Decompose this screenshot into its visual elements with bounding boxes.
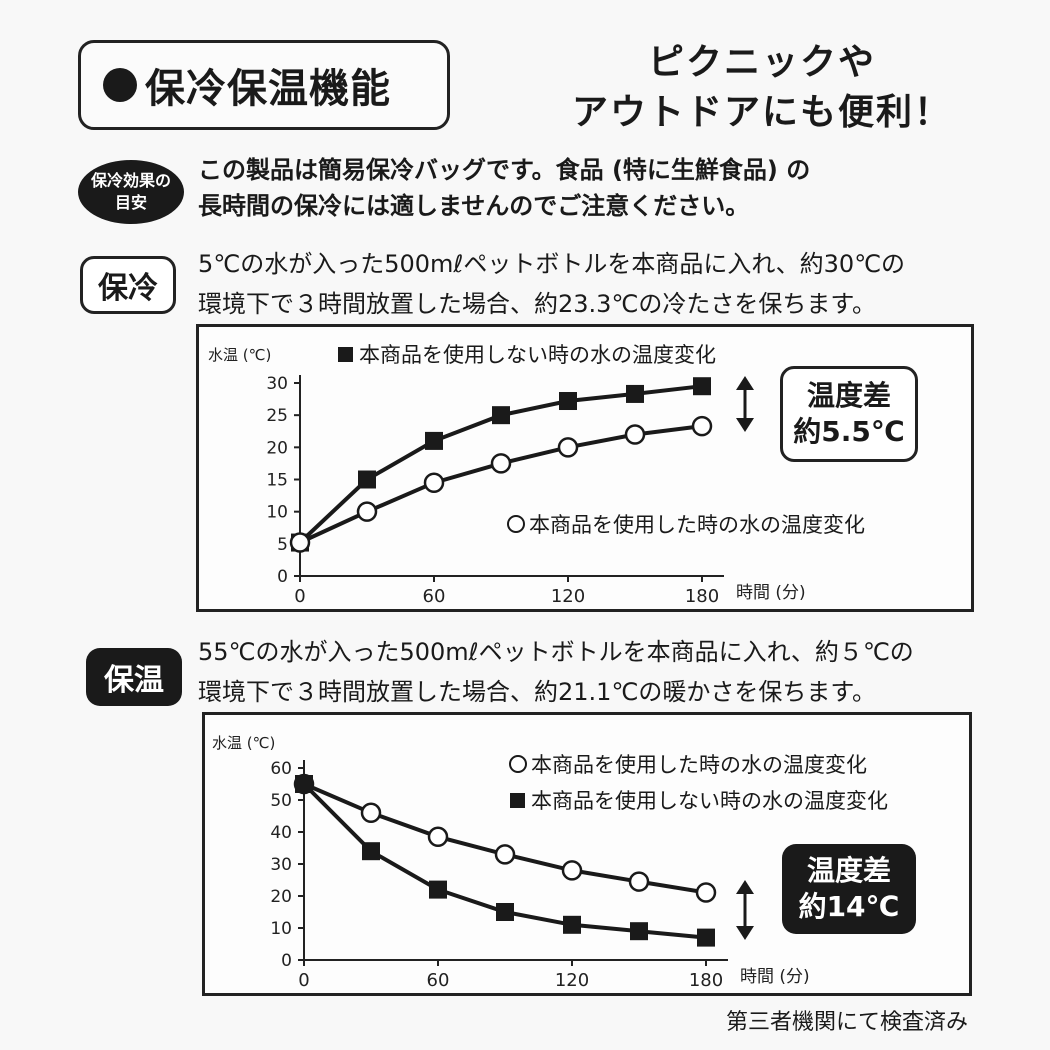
warm-chart-y-tick-label: 60 bbox=[270, 759, 292, 779]
effect-guide-badge-line-2: 目安 bbox=[114, 193, 147, 212]
cold-chart-series-1-point bbox=[425, 431, 443, 450]
effect-guide-badge: 保冷効果の 目安 bbox=[78, 160, 184, 224]
warm-chart-series-1-point bbox=[695, 882, 717, 903]
cold-description: 5℃の水が入った500mℓペットボトルを本商品に入れ、約30℃の 環境下で３時間… bbox=[198, 244, 978, 324]
warm-chart-series-1-point bbox=[360, 802, 382, 824]
warm-chart-x-tick-label: 180 bbox=[689, 970, 723, 991]
cold-chart-series-1-point bbox=[559, 392, 577, 411]
cold-chart-legend-circle-marker bbox=[507, 515, 525, 533]
warm-chart-series-2-point bbox=[496, 903, 514, 921]
cold-difference-box: 温度差 約5.5℃ bbox=[780, 366, 918, 462]
cold-chart: 0 5 10 15 20 25 30 0 60 120 180 水温 (℃) 時間 (分) 本商品を使用し… bbox=[208, 343, 865, 607]
warm-chart-x-tick-label: 60 bbox=[427, 970, 450, 991]
warm-chart-series-2-point bbox=[630, 922, 648, 941]
warm-chart-difference-arrow-up-icon bbox=[736, 880, 754, 894]
cold-chart-y-tick-label: 15 bbox=[266, 471, 288, 491]
warm-description-line-1: 55℃の水が入った500mℓペットボトルを本商品に入れ、約５℃の bbox=[198, 638, 914, 666]
warm-chart-difference-arrow-down-icon bbox=[736, 926, 754, 940]
warm-chart: 0 10 20 30 40 50 60 0 60 120 180 水温 (℃) 時間 (分) 本商品を使用… bbox=[212, 734, 888, 991]
notice-text: この製品は簡易保冷バッグです。食品 (特に生鮮食品) の 長時間の保冷には適しま… bbox=[198, 152, 978, 224]
cold-chart-series-1-point bbox=[693, 377, 711, 396]
cold-chart-series-2-point bbox=[691, 415, 713, 437]
warm-chart-series-1-point bbox=[561, 860, 583, 881]
warm-chart-series-2-point bbox=[295, 775, 313, 793]
cold-chart-series-2-point bbox=[289, 532, 311, 553]
warm-difference-value: 約14℃ bbox=[798, 890, 900, 923]
promo-text: ピクニックや アウトドアにも便利！ bbox=[552, 38, 972, 138]
warm-chart-series-2-point bbox=[362, 842, 380, 861]
cold-chart-series-2-point bbox=[356, 501, 378, 522]
warm-chart-series-1-point bbox=[494, 844, 516, 865]
cold-chart-series-1-point bbox=[492, 406, 510, 425]
warm-chart-series-2-point bbox=[563, 915, 581, 934]
inspection-note: 第三者機関にて検査済み bbox=[725, 1010, 968, 1035]
warm-tag: 保温 bbox=[86, 648, 182, 706]
promo-line-1: ピクニックや bbox=[647, 42, 876, 83]
warm-chart-legend-label-2: 本商品を使用しない時の水の温度変化 bbox=[531, 789, 888, 813]
notice-line-2: 長時間の保冷には適しませんのでご注意ください。 bbox=[198, 192, 750, 220]
warm-chart-series-2-point bbox=[697, 928, 715, 947]
section-title: 保冷保温機能 bbox=[78, 40, 450, 130]
cold-chart-x-tick-label: 120 bbox=[551, 586, 585, 607]
warm-difference-label: 温度差 bbox=[806, 854, 891, 887]
cold-description-line-1: 5℃の水が入った500mℓペットボトルを本商品に入れ、約30℃の bbox=[198, 250, 906, 278]
cold-chart-y-tick-label: 30 bbox=[266, 374, 288, 394]
cold-chart-y-axis-label: 水温 (℃) bbox=[208, 346, 271, 364]
warm-chart-y-axis-label: 水温 (℃) bbox=[212, 734, 275, 752]
cold-difference-label: 温度差 bbox=[806, 379, 891, 412]
effect-guide-badge-line-1: 保冷効果の bbox=[90, 171, 171, 190]
cold-tag: 保冷 bbox=[80, 256, 176, 314]
cold-chart-legend-label-1: 本商品を使用しない時の水の温度変化 bbox=[359, 343, 716, 367]
warm-chart-legend-circle-marker bbox=[509, 755, 527, 773]
warm-chart-legend-square-marker bbox=[510, 793, 525, 808]
cold-chart-x-tick-label: 180 bbox=[685, 586, 719, 607]
cold-chart-legend-square-marker bbox=[338, 347, 353, 362]
cold-chart-series-2-point bbox=[557, 437, 579, 458]
cold-chart-x-axis-label: 時間 (分) bbox=[736, 583, 806, 603]
warm-chart-y-tick-label: 20 bbox=[270, 887, 292, 907]
warm-description-line-2: 環境下で３時間放置した場合、約21.1℃の暖かさを保ちます。 bbox=[198, 678, 876, 706]
cold-chart-difference-arrow-down-icon bbox=[736, 418, 754, 432]
promo-line-2: アウトドアにも便利！ bbox=[571, 92, 952, 133]
warm-chart-x-axis-label: 時間 (分) bbox=[740, 967, 810, 987]
warm-chart-x-tick-label: 0 bbox=[298, 970, 309, 991]
warm-description: 55℃の水が入った500mℓペットボトルを本商品に入れ、約５℃の 環境下で３時間… bbox=[198, 632, 978, 712]
section-title-text: 保冷保温機能 bbox=[145, 66, 391, 112]
cold-difference-value: 約5.5℃ bbox=[793, 415, 905, 448]
warm-chart-y-tick-label: 10 bbox=[270, 919, 292, 939]
warm-chart-y-tick-label: 30 bbox=[270, 855, 292, 875]
warm-chart-y-tick-label: 40 bbox=[270, 823, 292, 843]
warm-chart-x-tick-label: 120 bbox=[555, 970, 589, 991]
cold-chart-y-tick-label: 20 bbox=[266, 438, 288, 458]
cold-chart-x-tick-label: 0 bbox=[294, 586, 305, 607]
warm-difference-box: 温度差 約14℃ bbox=[782, 844, 916, 934]
cold-chart-y-tick-label: 5 bbox=[277, 535, 288, 555]
warm-chart-y-tick-label: 50 bbox=[270, 791, 292, 811]
warm-chart-y-tick-label: 0 bbox=[281, 951, 292, 971]
cold-chart-x-tick-label: 60 bbox=[423, 586, 446, 607]
cold-chart-y-tick-label: 10 bbox=[266, 503, 288, 523]
warm-chart-series-2-point bbox=[429, 880, 447, 899]
cold-chart-series-2-point bbox=[624, 424, 646, 445]
cold-chart-difference-arrow-up-icon bbox=[736, 376, 754, 390]
cold-description-line-2: 環境下で３時間放置した場合、約23.3℃の冷たさを保ちます。 bbox=[198, 290, 876, 318]
cold-chart-series-1-point bbox=[626, 384, 644, 403]
cold-chart-y-tick-label: 0 bbox=[277, 567, 288, 587]
warm-chart-legend-label-1: 本商品を使用した時の水の温度変化 bbox=[531, 753, 867, 777]
warm-chart-series-1-point bbox=[628, 871, 650, 892]
cold-chart-series-2-point bbox=[490, 453, 512, 474]
bullet-dot-icon bbox=[103, 68, 137, 102]
warm-chart-series-1-point bbox=[427, 826, 449, 848]
cold-chart-y-tick-label: 25 bbox=[266, 406, 288, 426]
cold-chart-legend-label-2: 本商品を使用した時の水の温度変化 bbox=[529, 513, 865, 537]
notice-line-1: この製品は簡易保冷バッグです。食品 (特に生鮮食品) の bbox=[198, 156, 811, 184]
cold-chart-series-1-point bbox=[358, 470, 376, 489]
cold-chart-series-2-point bbox=[423, 472, 445, 493]
